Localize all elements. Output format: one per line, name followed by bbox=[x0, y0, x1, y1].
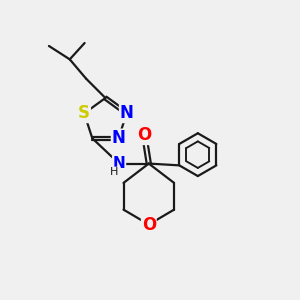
Text: S: S bbox=[78, 104, 90, 122]
Text: N: N bbox=[113, 156, 125, 171]
Text: N: N bbox=[112, 129, 125, 147]
Text: O: O bbox=[137, 126, 152, 144]
Text: H: H bbox=[110, 167, 118, 177]
Text: N: N bbox=[120, 104, 134, 122]
Text: O: O bbox=[142, 215, 156, 233]
